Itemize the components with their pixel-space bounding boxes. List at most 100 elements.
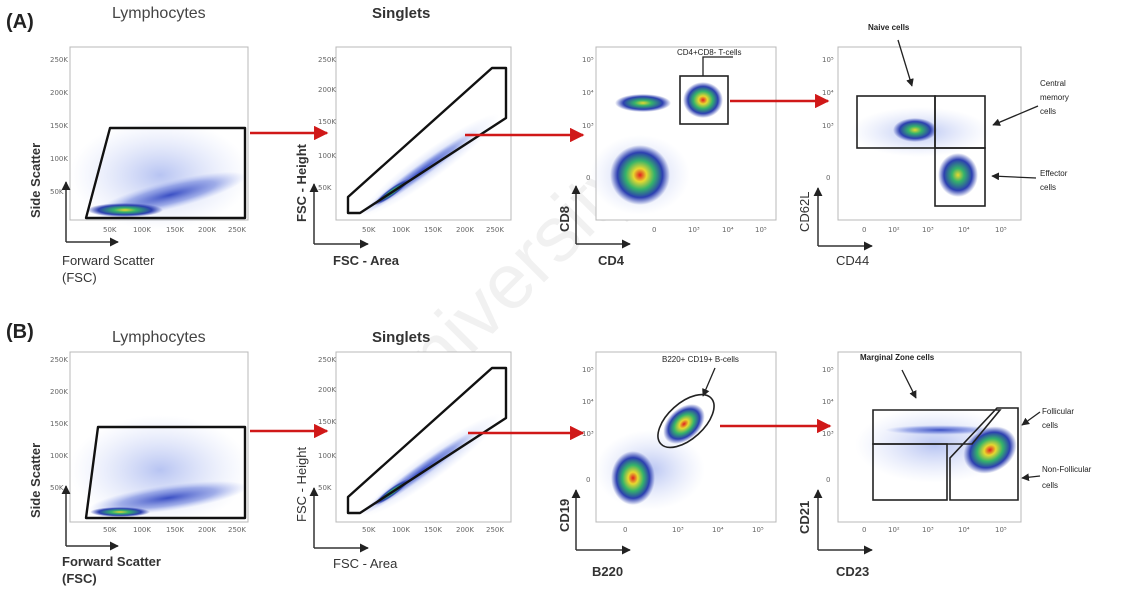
y-tick: 50K bbox=[318, 184, 332, 192]
y-tick-labels: 10⁵ 10⁴ 10³ 0 bbox=[582, 56, 594, 182]
x-tick: 200K bbox=[456, 526, 474, 534]
y-tick: 50K bbox=[50, 188, 64, 196]
y-axis-label: FSC - Height bbox=[294, 143, 309, 222]
y-tick: 0 bbox=[826, 476, 830, 484]
effector-label-line1: Effector bbox=[1040, 169, 1068, 178]
y-axis-label: CD19 bbox=[557, 499, 572, 532]
y-tick: 250K bbox=[318, 356, 336, 364]
x-axis-label-line2: (FSC) bbox=[62, 571, 97, 586]
x-tick: 250K bbox=[228, 226, 246, 234]
y-tick: 50K bbox=[50, 484, 64, 492]
plot-title: Lymphocytes bbox=[112, 329, 206, 346]
x-tick-labels: 50K 100K 150K 200K 250K bbox=[103, 526, 246, 534]
x-tick: 10⁵ bbox=[752, 526, 764, 534]
y-axis-label: CD62L bbox=[797, 192, 812, 232]
x-tick: 10³ bbox=[688, 226, 700, 234]
panel-a-cd44-cd62l-plot: Naive cells Central memory cells Effecto… bbox=[797, 23, 1069, 268]
effector-pointer bbox=[991, 172, 1037, 181]
x-tick: 250K bbox=[228, 526, 246, 534]
y-tick-labels: 250K 200K 150K 100K 50K bbox=[50, 56, 68, 196]
x-tick: 10² bbox=[888, 526, 900, 534]
non-follicular-pointer bbox=[1021, 473, 1041, 482]
x-axis-label: FSC - Area bbox=[333, 253, 400, 268]
x-tick: 10⁴ bbox=[712, 526, 724, 534]
central-memory-label-line1: Central bbox=[1040, 79, 1066, 88]
y-tick: 10³ bbox=[822, 430, 834, 438]
central-memory-pointer bbox=[992, 105, 1039, 126]
x-tick: 100K bbox=[133, 226, 151, 234]
y-axis-label: Side Scatter bbox=[28, 143, 43, 218]
density-core bbox=[90, 507, 150, 517]
x-tick: 150K bbox=[166, 526, 184, 534]
y-tick-labels: 10⁵ 10⁴ 10³ 0 bbox=[822, 366, 834, 484]
density-bcells bbox=[663, 404, 705, 444]
central-memory-label-line2: memory bbox=[1040, 93, 1069, 102]
y-tick: 0 bbox=[586, 476, 590, 484]
density-cd4 bbox=[683, 82, 723, 118]
gate-label-pointer bbox=[702, 56, 733, 76]
y-tick: 150K bbox=[318, 418, 336, 426]
y-tick: 250K bbox=[50, 356, 68, 364]
panel-a-cd4-cd8-plot: CD4+CD8- T-cells 10⁵ 10⁴ 10³ 0 0 10³ 10⁴… bbox=[557, 46, 777, 268]
y-axis-label: CD8 bbox=[557, 206, 572, 232]
y-tick-labels: 250K 200K 150K 100K 50K bbox=[50, 356, 68, 492]
x-axis-label-line1: Forward Scatter bbox=[62, 253, 155, 268]
marginal-zone-pointer bbox=[901, 369, 917, 399]
y-tick: 200K bbox=[318, 86, 336, 94]
y-axis-label: FSC - Height bbox=[294, 446, 309, 522]
follicular-label-line2: cells bbox=[1042, 421, 1058, 430]
x-tick: 10² bbox=[888, 226, 900, 234]
density-core bbox=[87, 203, 163, 217]
x-tick: 50K bbox=[103, 526, 117, 534]
gate-label: B220+ CD19+ B-cells bbox=[662, 355, 739, 364]
x-tick: 50K bbox=[362, 226, 376, 234]
x-axis-label: CD44 bbox=[836, 253, 869, 268]
x-tick: 10⁴ bbox=[722, 226, 734, 234]
density-b220-low bbox=[611, 451, 655, 505]
panel-b-lymphocytes-plot: Lymphocytes 250K 200K 150K 100K 50K 50K … bbox=[28, 329, 250, 586]
x-tick-labels: 50K 100K 150K 200K 250K bbox=[362, 526, 504, 534]
density-double-negative bbox=[610, 145, 670, 205]
panel-b-label: (B) bbox=[6, 321, 34, 343]
y-axis-label: CD21 bbox=[797, 501, 812, 534]
y-tick: 10³ bbox=[582, 122, 594, 130]
marginal-zone-label: Marginal Zone cells bbox=[860, 353, 935, 362]
y-tick: 10⁴ bbox=[822, 89, 834, 97]
y-tick: 0 bbox=[826, 174, 830, 182]
effector-label-line2: cells bbox=[1040, 183, 1056, 192]
x-tick: 0 bbox=[862, 226, 866, 234]
density-effector bbox=[938, 153, 978, 197]
cd4-tcell-gate bbox=[679, 75, 729, 125]
x-tick-labels: 0 10³ 10⁴ 10⁵ bbox=[623, 526, 764, 534]
effector-gate bbox=[934, 147, 986, 207]
follicular-pointer bbox=[1021, 411, 1041, 426]
gate-label: CD4+CD8- T-cells bbox=[677, 48, 742, 57]
x-tick-labels: 0 10³ 10⁴ 10⁵ bbox=[652, 226, 767, 234]
x-tick-labels: 0 10² 10³ 10⁴ 10⁵ bbox=[862, 226, 1007, 234]
panel-a-lymphocytes-plot: Lymphocytes 250K 200K 150K 100K 50K 50K … bbox=[28, 5, 250, 285]
y-tick: 150K bbox=[50, 420, 68, 428]
x-tick: 10⁵ bbox=[995, 526, 1007, 534]
singlets-gate bbox=[346, 66, 508, 215]
plot-title: Lymphocytes bbox=[112, 5, 206, 22]
y-tick: 250K bbox=[50, 56, 68, 64]
y-tick: 200K bbox=[50, 388, 68, 396]
y-tick: 50K bbox=[318, 484, 332, 492]
x-tick: 50K bbox=[103, 226, 117, 234]
y-tick: 10⁴ bbox=[582, 89, 594, 97]
y-tick: 200K bbox=[318, 386, 336, 394]
x-tick: 150K bbox=[166, 226, 184, 234]
lymphocyte-gate bbox=[84, 126, 247, 220]
y-tick: 10⁴ bbox=[582, 398, 594, 406]
gate-label-pointer bbox=[702, 367, 716, 397]
panel-b-singlets-plot: Singlets 250K 200K 150K 100K 50K 50K 100… bbox=[294, 329, 512, 571]
density-marginal bbox=[885, 425, 995, 435]
naive-pointer bbox=[897, 39, 914, 87]
y-tick: 100K bbox=[318, 452, 336, 460]
x-tick: 10³ bbox=[922, 226, 934, 234]
density-band bbox=[88, 480, 248, 516]
marginal-zone-gate bbox=[872, 409, 1002, 445]
y-tick: 150K bbox=[318, 118, 336, 126]
density-cd8 bbox=[615, 94, 671, 112]
non-follicular-label-line2: cells bbox=[1042, 481, 1058, 490]
